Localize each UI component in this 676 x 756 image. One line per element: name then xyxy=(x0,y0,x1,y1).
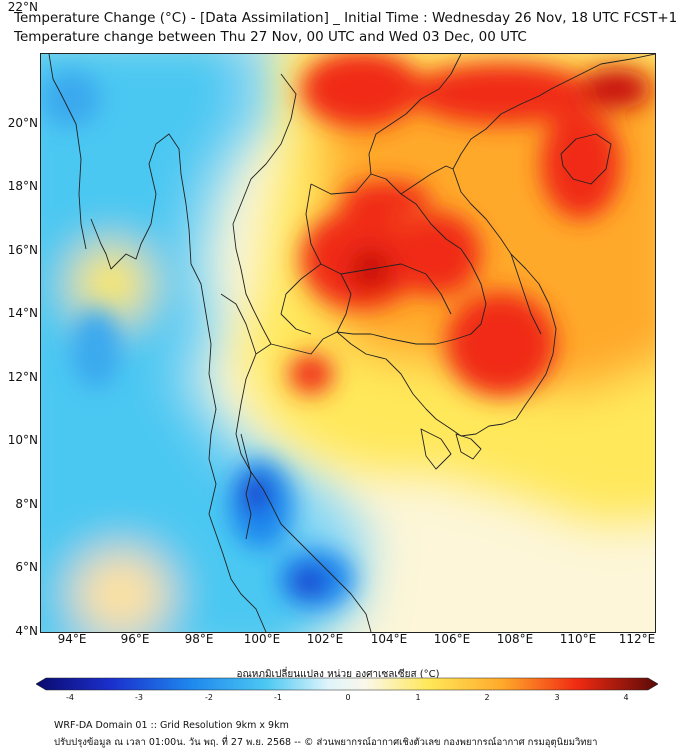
lon-tick-label: 104°E xyxy=(370,632,408,646)
temperature-change-map xyxy=(40,53,656,633)
model-info: WRF-DA Domain 01 :: Grid Resolution 9km … xyxy=(54,720,289,731)
colorbar-tick: 1 xyxy=(415,693,421,702)
lat-tick-label: 22°N xyxy=(7,0,38,14)
update-info: ปรับปรุงข้อมูล ณ เวลา 01:00น. วัน พฤ. ที… xyxy=(54,737,598,748)
lon-tick-label: 96°E xyxy=(120,632,150,646)
coastlines-and-borders xyxy=(48,54,655,632)
colorbar-title: อุณหภูมิเปลี่ยนแปลง หน่วย องศาเซลเซียส (… xyxy=(236,669,440,680)
lon-tick-label: 102°E xyxy=(306,632,344,646)
colorbar-tick: 0 xyxy=(345,693,351,702)
lon-tick-label: 94°E xyxy=(57,632,87,646)
strong-cold-core xyxy=(41,71,354,609)
lon-tick-label: 98°E xyxy=(184,632,214,646)
lat-tick-label: 8°N xyxy=(15,497,38,511)
lon-tick-label: 112°E xyxy=(618,632,656,646)
lat-tick-label: 6°N xyxy=(15,560,38,574)
lat-tick-label: 4°N xyxy=(15,624,38,638)
lon-tick-label: 108°E xyxy=(496,632,534,646)
lat-tick-label: 18°N xyxy=(7,179,38,193)
lat-tick-label: 12°N xyxy=(7,370,38,384)
chart-subtitle: Temperature change between Thu 27 Nov, 0… xyxy=(14,29,527,45)
chart-title: Temperature Change (°C) - [Data Assimila… xyxy=(14,10,676,26)
colorbar-tick: -2 xyxy=(205,693,213,702)
lat-tick-label: 14°N xyxy=(7,306,38,320)
colorbar-tick: -1 xyxy=(274,693,282,702)
colorbar-tick: -4 xyxy=(66,693,74,702)
colorbar-tick: 4 xyxy=(623,693,629,702)
lat-tick-label: 16°N xyxy=(7,243,38,257)
colorbar-tick: 2 xyxy=(484,693,490,702)
lon-tick-label: 110°E xyxy=(559,632,597,646)
lat-tick-label: 10°N xyxy=(7,433,38,447)
lon-tick-label: 106°E xyxy=(433,632,471,646)
lat-tick-label: 20°N xyxy=(7,116,38,130)
lon-tick-label: 100°E xyxy=(243,632,281,646)
colorbar-tick: 3 xyxy=(554,693,560,702)
colorbar-tick: -3 xyxy=(135,693,143,702)
colorbar xyxy=(36,677,658,691)
